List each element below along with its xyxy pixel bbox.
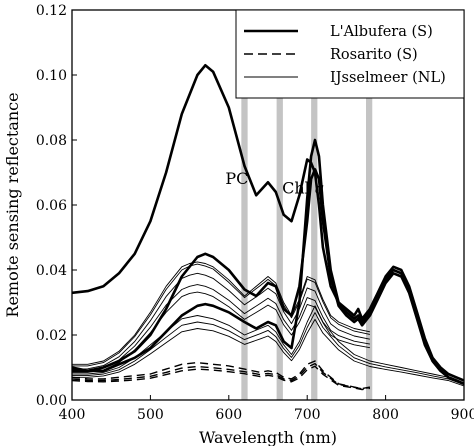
series-line-dashed (72, 360, 371, 390)
series-line-thick (72, 64, 464, 382)
y-axis-label: Remote sensing reflectance (3, 92, 22, 317)
absorption-band (366, 10, 373, 400)
x-axis: 400 500 600 700 800 900 (59, 395, 474, 423)
x-tick-label: 800 (372, 407, 399, 423)
series-line-thin (72, 272, 370, 370)
legend-label-ijsselmeer: IJsselmeer (NL) (330, 70, 446, 86)
annotation-label: Chl a (282, 179, 324, 198)
series-line-thick (72, 138, 464, 385)
legend-label-lalbufera: L'Albufera (S) (330, 24, 433, 40)
y-axis: 0.00 0.02 0.04 0.06 0.08 0.10 0.12 (36, 3, 77, 409)
x-tick-label: 600 (215, 407, 242, 423)
legend-label-rosarito: Rosarito (S) (330, 47, 418, 63)
x-tick-label: 900 (451, 407, 474, 423)
y-tick-label: 0.02 (36, 328, 67, 344)
x-axis-label: Wavelength (nm) (199, 428, 337, 446)
series-line-thin (72, 261, 370, 365)
series-line-dashed (72, 362, 371, 390)
y-tick-label: 0.04 (36, 263, 67, 279)
series-line-thin (72, 305, 464, 385)
y-tick-label: 0.10 (36, 68, 67, 84)
series-line-thick (72, 168, 464, 385)
annotations: PC Chl a (225, 169, 324, 198)
series-line-thin (72, 312, 464, 386)
y-tick-label: 0.08 (36, 133, 67, 149)
absorption-band (241, 10, 248, 400)
x-tick-label: 500 (137, 407, 164, 423)
series-line-dashed (72, 365, 371, 391)
series-line-thin (72, 318, 464, 387)
legend: L'Albufera (S) Rosarito (S) IJsselmeer (… (235, 9, 465, 99)
series-line-thin (72, 284, 370, 372)
y-tick-label: 0.06 (36, 198, 67, 214)
y-tick-label: 0.00 (36, 393, 67, 409)
series-layer (72, 64, 464, 391)
annotation-label: PC (225, 169, 248, 188)
absorption-band (311, 10, 318, 400)
y-tick-label: 0.12 (36, 3, 67, 19)
series-line-thin (72, 263, 370, 367)
x-tick-label: 400 (59, 407, 86, 423)
x-tick-label: 700 (294, 407, 321, 423)
